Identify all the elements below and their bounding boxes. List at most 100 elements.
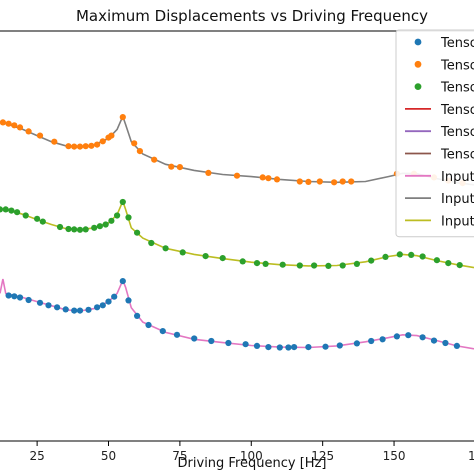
data-point — [242, 341, 249, 348]
data-point — [36, 299, 44, 306]
data-point — [405, 332, 412, 339]
data-point — [353, 340, 360, 347]
legend-label: Tenso — [440, 58, 474, 73]
data-point — [56, 223, 64, 231]
data-point — [276, 344, 283, 351]
data-point — [5, 292, 12, 299]
data-point — [96, 223, 103, 230]
data-point — [119, 278, 126, 285]
data-point — [331, 179, 338, 186]
data-point — [433, 257, 440, 264]
data-point — [125, 297, 132, 304]
data-point — [273, 176, 281, 183]
legend-label: Input — [441, 170, 474, 185]
data-point — [168, 163, 175, 170]
data-point — [131, 140, 138, 147]
data-point — [0, 206, 4, 213]
data-point — [419, 334, 426, 341]
x-tick-label: 125 — [311, 449, 334, 463]
data-point — [65, 143, 72, 150]
data-point — [311, 262, 318, 269]
data-point — [45, 302, 52, 309]
data-point — [253, 342, 261, 349]
data-point — [368, 337, 375, 345]
data-point — [253, 260, 261, 267]
data-point — [305, 178, 312, 185]
x-axis-label: Driving Frequency [Hz] — [178, 456, 327, 471]
data-point — [453, 342, 460, 349]
data-point — [85, 306, 92, 313]
data-point — [316, 178, 323, 185]
data-point — [430, 337, 438, 344]
data-point — [259, 174, 266, 181]
data-point — [291, 344, 298, 351]
data-point — [239, 258, 246, 265]
chart-title: Maximum Displacements vs Driving Frequen… — [76, 7, 428, 25]
data-point — [76, 307, 84, 314]
data-point — [419, 253, 426, 260]
data-point — [36, 132, 44, 139]
data-point — [39, 218, 46, 225]
data-point — [114, 212, 121, 219]
data-point — [279, 261, 286, 268]
data-point — [94, 304, 101, 311]
data-point — [99, 302, 106, 309]
data-point — [65, 225, 72, 233]
data-point — [76, 143, 84, 150]
x-tick-label: 50 — [101, 449, 116, 463]
data-point — [225, 339, 232, 347]
data-point — [348, 178, 355, 185]
data-point — [408, 251, 415, 258]
data-point — [296, 178, 303, 185]
data-point — [111, 293, 118, 300]
data-point — [76, 226, 84, 233]
data-point — [379, 336, 386, 343]
legend-label: Tenso — [440, 36, 474, 51]
data-point — [296, 262, 303, 269]
x-tick-label: 75 — [172, 449, 187, 463]
data-point — [445, 260, 452, 267]
data-point — [125, 214, 132, 221]
data-point — [105, 298, 112, 305]
data-point — [2, 206, 9, 213]
data-point — [119, 198, 126, 206]
data-point — [108, 132, 115, 139]
legend-label: Tenso — [440, 81, 474, 96]
data-point — [136, 148, 143, 155]
x-tick-label: 25 — [29, 449, 44, 463]
data-point — [339, 262, 346, 269]
data-point — [16, 124, 24, 131]
data-point — [442, 339, 449, 347]
data-point — [108, 217, 115, 224]
data-point — [162, 245, 169, 252]
data-point — [159, 328, 166, 335]
data-point — [0, 119, 6, 126]
data-point — [51, 138, 58, 145]
legend-label: Tenso — [440, 125, 474, 140]
data-point — [325, 262, 332, 269]
data-point — [353, 260, 360, 267]
data-point — [173, 331, 181, 338]
data-point — [368, 257, 375, 264]
data-point — [285, 344, 292, 351]
x-tick-label: 150 — [383, 449, 406, 463]
data-point — [393, 333, 400, 340]
data-point — [11, 293, 18, 300]
data-point — [219, 255, 226, 262]
x-axis: 25 50 75 100 125 150 1 — [29, 441, 474, 463]
data-point — [5, 120, 12, 127]
data-point — [71, 307, 78, 314]
data-point — [102, 221, 109, 228]
legend-label: Input — [441, 192, 474, 207]
data-point — [456, 262, 463, 269]
series-line-3 — [0, 278, 474, 350]
legend-box — [395, 29, 474, 238]
data-point — [322, 343, 329, 350]
data-point — [34, 215, 41, 222]
data-point — [8, 207, 15, 214]
data-point — [14, 209, 21, 216]
data-point — [134, 229, 141, 236]
legend-label: Input — [441, 214, 474, 229]
data-point — [25, 128, 32, 135]
data-point — [22, 212, 29, 219]
